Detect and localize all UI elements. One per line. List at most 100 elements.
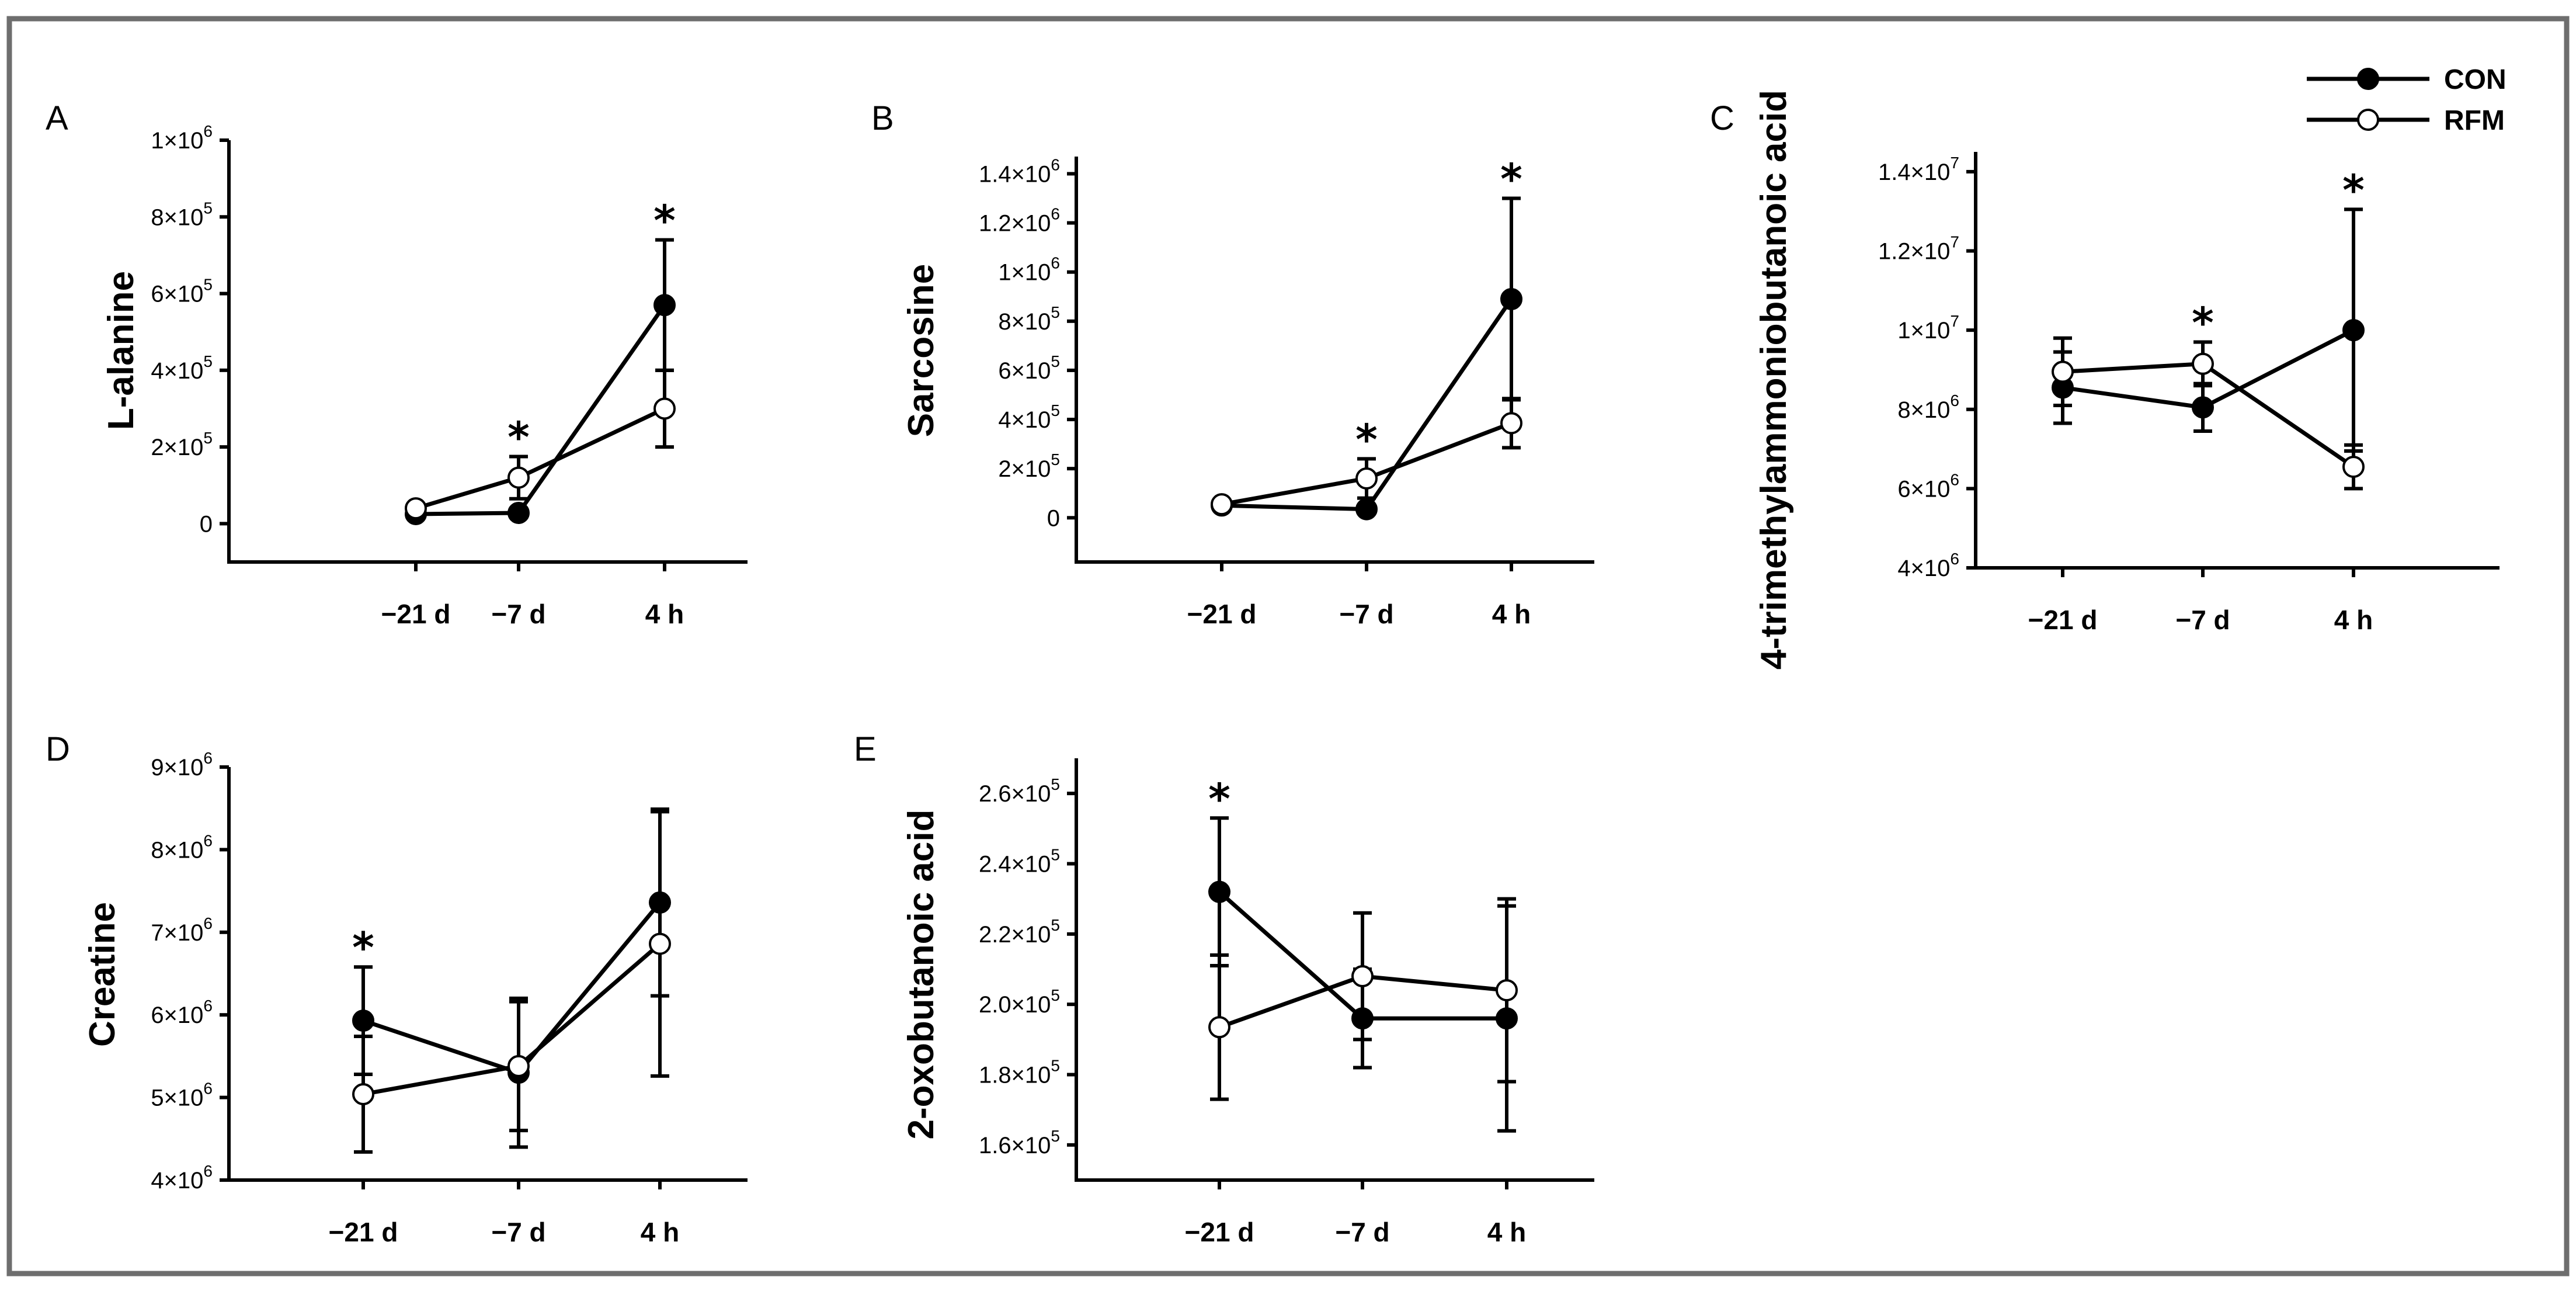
y-tick-label: 6×106	[151, 997, 213, 1028]
series-rfm	[1211, 397, 1522, 516]
data-point	[1355, 498, 1378, 521]
y-tick-label: 1×106	[151, 122, 213, 154]
y-axis-title: 2-oxobutanoic acid	[901, 810, 941, 1140]
y-tick-label: 6×105	[151, 276, 213, 307]
x-tick-label: −7 d	[1339, 599, 1393, 629]
y-tick-label: 4×106	[1897, 550, 1959, 581]
y-tick-label: 1.8×105	[979, 1057, 1060, 1088]
y-tick-label: 1.2×106	[979, 205, 1060, 237]
legend-item-con: CON	[2307, 64, 2507, 95]
data-point	[352, 1083, 374, 1105]
significance-star: *	[653, 196, 676, 245]
panel-letter: D	[46, 730, 70, 768]
data-point	[2342, 456, 2365, 478]
y-tick-label: 2×105	[151, 429, 213, 460]
legend-marker	[2357, 68, 2379, 90]
y-axis-title: Sarcosine	[901, 264, 941, 437]
series-rfm	[1208, 897, 1518, 1101]
y-tick-label: 8×105	[998, 303, 1060, 335]
x-tick-label: −7 d	[2175, 605, 2230, 635]
figure-frame	[6, 16, 2570, 1276]
y-axis-title: Creatine	[82, 902, 123, 1047]
y-tick-label: 2.2×105	[979, 916, 1060, 948]
y-tick-label: 1.4×107	[1878, 154, 1959, 185]
panel-a: A L-alanine 0 2×105 4×105 6×105 8×105 1×106 −21 …	[46, 99, 748, 629]
data-point	[1500, 287, 1522, 310]
y-tick-label: 4×105	[151, 352, 213, 384]
significance-star: *	[2192, 298, 2214, 347]
data-point	[2052, 360, 2074, 383]
y-tick-label: 1×107	[1897, 312, 1959, 344]
data-point	[2192, 352, 2214, 375]
panel-c: C 4-trimethylammoniobutanoic acid 4×106 6×1…	[1710, 90, 2499, 669]
x-tick-label: 4 h	[641, 1217, 679, 1247]
x-tick-label: −21 d	[1185, 1217, 1254, 1247]
y-tick-label: 8×105	[151, 199, 213, 230]
significance-star: *	[1500, 155, 1522, 204]
x-tick-label: −21 d	[1187, 599, 1257, 629]
significance-star: *	[507, 413, 530, 462]
x-tick-label: 4 h	[645, 599, 684, 629]
legend-label: RFM	[2444, 105, 2505, 136]
y-tick-label: 2.0×105	[979, 986, 1060, 1018]
x-tick-label: −7 d	[491, 599, 545, 629]
legend-item-rfm: RFM	[2307, 105, 2505, 136]
series-rfm	[2052, 336, 2365, 491]
panel-b: B Sarcosine 0 2×105 4×105 6×105 8×105 1×106 1.2×…	[871, 99, 1594, 629]
data-point	[1211, 493, 1233, 516]
x-tick-label: −7 d	[1335, 1217, 1389, 1247]
y-tick-label: 1.4×106	[979, 155, 1060, 187]
data-point	[2342, 319, 2365, 342]
legend: CON RFM	[2307, 64, 2507, 136]
significance-star: *	[2342, 165, 2365, 214]
significance-star: *	[1208, 774, 1230, 823]
panel-letter: B	[871, 99, 894, 137]
y-tick-label: 2×105	[998, 450, 1060, 482]
y-tick-label: 5×106	[151, 1080, 213, 1111]
panel-letter: E	[854, 730, 877, 768]
y-tick-label: 7×106	[151, 914, 213, 946]
y-axis-title: L-alanine	[101, 271, 141, 430]
data-point	[1355, 467, 1378, 490]
y-tick-label: 2.6×105	[979, 775, 1060, 807]
data-point	[653, 294, 676, 317]
data-point	[649, 932, 671, 955]
x-tick-label: −21 d	[381, 599, 451, 629]
panels: A L-alanine 0 2×105 4×105 6×105 8×105 1×106 −21 …	[46, 90, 2499, 1247]
y-tick-label: 2.4×105	[979, 846, 1060, 877]
significance-star: *	[1355, 415, 1378, 464]
y-tick-label: 0	[200, 511, 213, 537]
y-tick-label: 9×106	[151, 749, 213, 780]
data-point	[1208, 1016, 1230, 1039]
x-tick-label: −21 d	[2028, 605, 2098, 635]
legend-marker	[2357, 109, 2379, 131]
data-point	[507, 1054, 530, 1077]
data-point	[507, 466, 530, 489]
series-rfm	[352, 810, 671, 1154]
y-tick-label: 1×106	[998, 254, 1060, 286]
data-point	[352, 1009, 374, 1032]
y-tick-label: 8×106	[1897, 391, 1959, 423]
y-tick-label: 1.6×105	[979, 1127, 1060, 1158]
y-tick-label: 6×105	[998, 352, 1060, 384]
data-point	[653, 397, 676, 420]
y-tick-label: 4×105	[998, 401, 1060, 433]
y-tick-label: 1.2×107	[1878, 233, 1959, 265]
data-point	[1208, 880, 1230, 903]
y-tick-label: 8×106	[151, 831, 213, 863]
y-tick-label: 4×106	[151, 1162, 213, 1194]
y-tick-label: 0	[1047, 505, 1060, 531]
data-point	[2192, 396, 2214, 419]
panel-d: D Creatine 4×106 5×106 6×106 7×106 8×106 9×106 −…	[46, 730, 748, 1247]
y-tick-label: 6×106	[1897, 470, 1959, 502]
data-point	[1351, 965, 1374, 988]
panel-letter: A	[46, 99, 68, 137]
x-tick-label: −21 d	[329, 1217, 398, 1247]
data-point	[507, 501, 530, 524]
x-tick-label: 4 h	[1492, 599, 1531, 629]
x-tick-label: 4 h	[1487, 1217, 1526, 1247]
x-tick-label: −7 d	[491, 1217, 545, 1247]
data-point	[1500, 412, 1522, 435]
data-point	[1496, 979, 1518, 1002]
